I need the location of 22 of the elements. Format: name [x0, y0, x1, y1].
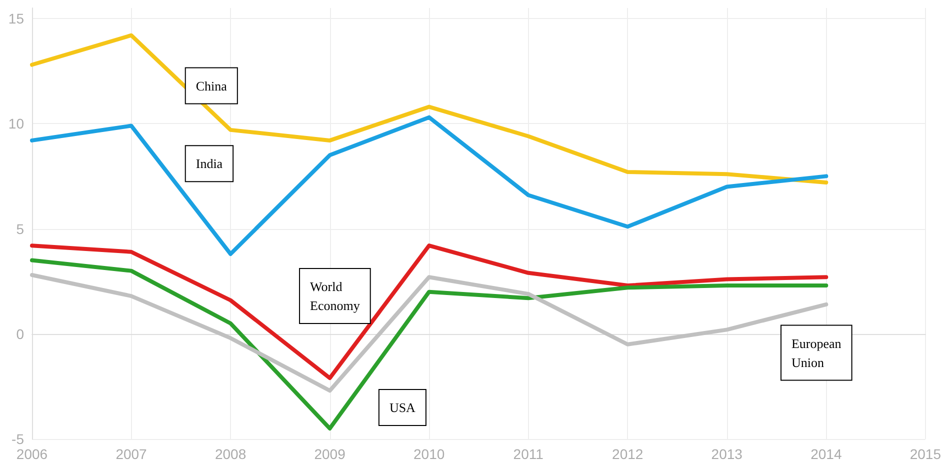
- line-series: [30, 115, 828, 256]
- x-tick-label: 2013: [711, 446, 743, 462]
- line-series: [30, 33, 828, 184]
- y-tick-label: 5: [16, 220, 24, 237]
- x-tick-label: 2009: [314, 446, 346, 462]
- series-label: European Union: [791, 336, 842, 370]
- x-tick-label: 2011: [513, 446, 544, 462]
- x-tick-label: 2012: [612, 446, 644, 462]
- series-label: China: [196, 78, 228, 94]
- y-tick-label: 10: [8, 116, 24, 132]
- x-tick-label: 2006: [16, 446, 48, 462]
- x-tick-label: 2015: [910, 446, 942, 462]
- series-label: India: [196, 156, 223, 172]
- series-label: World Economy: [310, 279, 360, 314]
- y-tick-label: -5: [12, 431, 24, 447]
- y-tick-label: 0: [16, 326, 24, 342]
- y-tick-label: 15: [8, 10, 24, 27]
- x-tick-label: 2007: [116, 446, 148, 462]
- x-tick-label: 2014: [810, 446, 842, 462]
- x-tick-label: 2010: [414, 446, 445, 462]
- text: USA: [389, 400, 416, 415]
- x-tick-label: 2008: [214, 446, 246, 462]
